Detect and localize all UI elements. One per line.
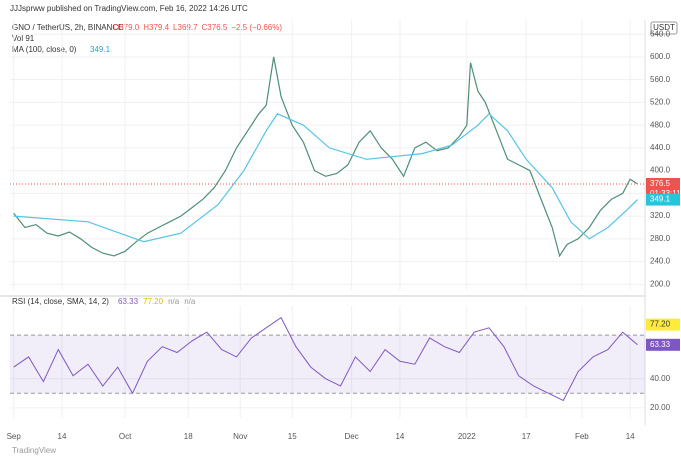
price-tag-label: 349.1: [650, 195, 671, 204]
x-tick-label: 18: [184, 432, 193, 441]
x-tick-label: 17: [522, 432, 531, 441]
ohlc-value: C376.5: [202, 23, 228, 32]
rsi-legend-value: 77.20: [143, 297, 164, 306]
footer: TradingView: [12, 446, 56, 455]
currency: USDT: [653, 23, 675, 32]
ohlc-value: −2.5 (−0.66%): [231, 23, 282, 32]
rsi-legend-value: n/a: [184, 297, 196, 306]
rsi-legend-value: 63.33: [118, 297, 139, 306]
y-tick-label: 600.0: [650, 52, 671, 61]
price-tag-label: 77.20: [650, 320, 671, 329]
y-tick-label: 440.0: [650, 143, 671, 152]
x-tick-label: 14: [626, 432, 635, 441]
x-tick-label: Feb: [575, 432, 589, 441]
y-tick-label: 480.0: [650, 120, 671, 129]
y-tick-label: 560.0: [650, 75, 671, 84]
price-tag: [646, 338, 680, 351]
ma-value: 349.1: [90, 45, 111, 54]
y-tick-label: 640.0: [650, 29, 671, 38]
x-tick-label: Dec: [345, 432, 359, 441]
y-tick-label: 320.0: [650, 211, 671, 220]
ohlc-value: H379.4: [143, 23, 169, 32]
ohlc-value: L369.7: [173, 23, 198, 32]
x-tick-label: 14: [395, 432, 404, 441]
rsi-legend-value: n/a: [168, 297, 180, 306]
x-tick-label: Sep: [7, 432, 22, 441]
y-tick-label: 280.0: [650, 234, 671, 243]
price-tag: [646, 193, 680, 206]
price-tag-label: 376.5: [650, 179, 671, 188]
x-tick-label: Nov: [233, 432, 247, 441]
x-tick-label: 14: [58, 432, 67, 441]
symbol: GNO / TetherUS, 2h, BINANCE: [12, 23, 123, 32]
x-tick-label: 15: [288, 432, 297, 441]
series-line: [13, 56, 638, 258]
x-tick-label: 2022: [458, 432, 476, 441]
y-tick-label: 20.00: [650, 403, 671, 412]
volume: Vol 91: [12, 34, 35, 43]
ohlc-value: O379.0: [113, 23, 140, 32]
rsi-band: [10, 335, 645, 394]
y-tick-label: 240.0: [650, 257, 671, 266]
y-tick-label: 200.0: [650, 279, 671, 288]
y-tick-label: 400.0: [650, 166, 671, 175]
series-line: [13, 316, 638, 402]
series-line: [13, 112, 639, 243]
published: JJJsprww published on TradingView.com, F…: [10, 4, 248, 13]
price-tag-label: 63.33: [650, 340, 671, 349]
y-tick-label: 40.00: [650, 374, 671, 383]
y-tick-label: 520.0: [650, 98, 671, 107]
x-tick-label: Oct: [119, 432, 132, 441]
currency-box: [650, 21, 678, 35]
ma-legend: MA (100, close, 0): [12, 45, 77, 54]
rsi-legend: RSI (14, close, SMA, 14, 2): [12, 297, 109, 306]
price-tag: [646, 318, 680, 331]
